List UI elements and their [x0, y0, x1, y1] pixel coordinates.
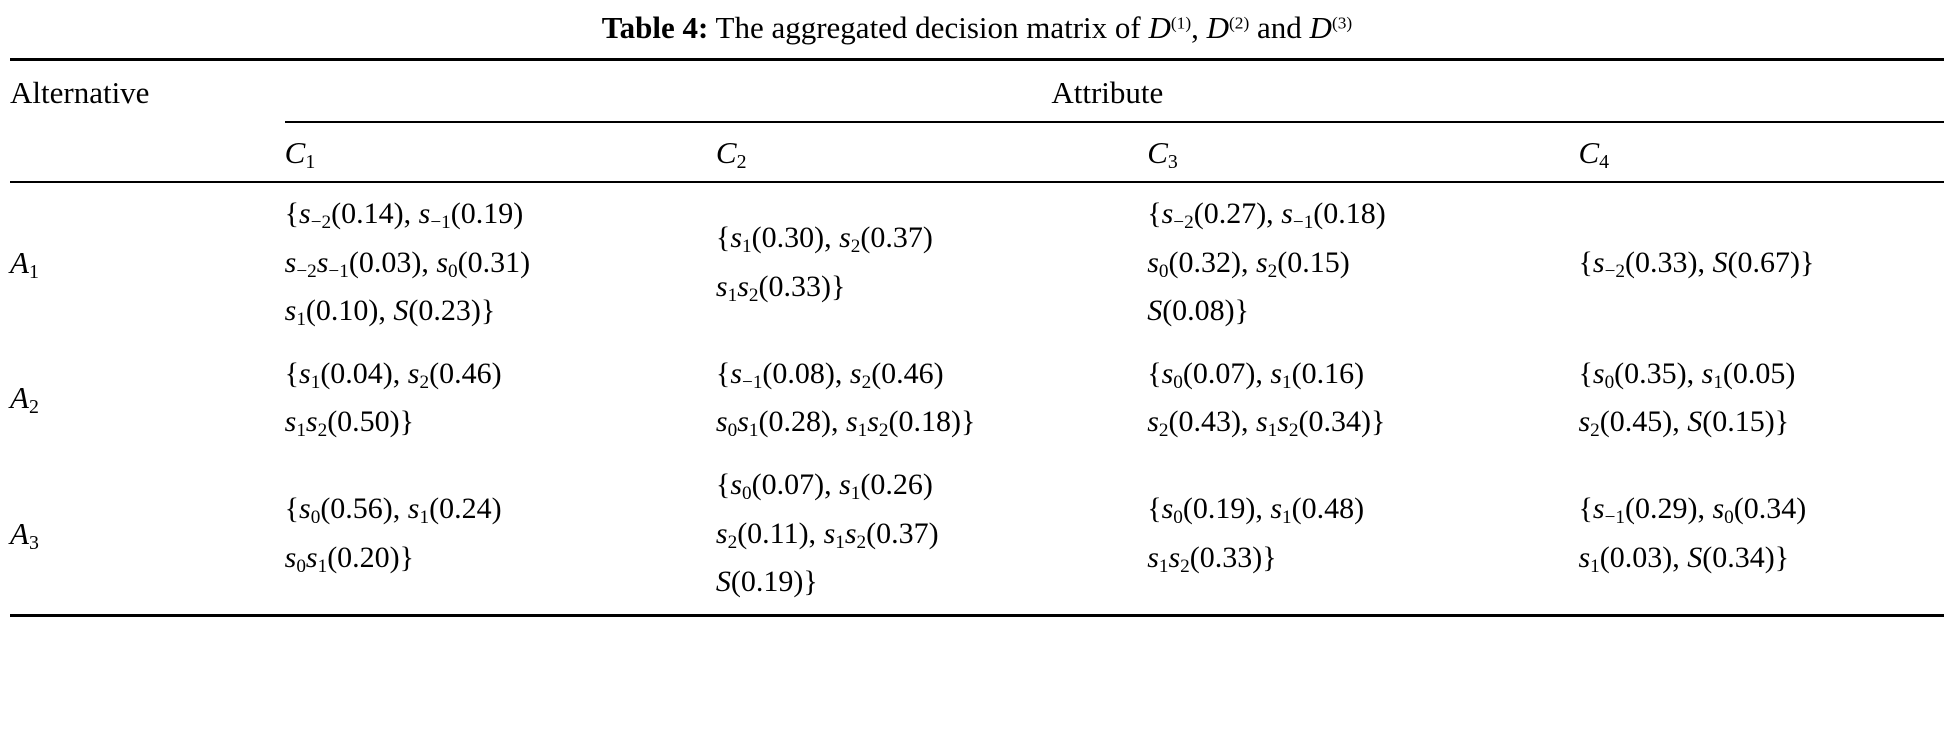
- matrix-cell-a1-c2: {s1(0.30), s2(0.37) s1s2(0.33)}: [715, 221, 933, 306]
- matrix-symbol-d3: D(3): [1309, 10, 1353, 45]
- column-header-c4: C4: [1578, 122, 1944, 183]
- caption-separator-1: ,: [1191, 10, 1207, 45]
- alternative-label-a2: A2: [10, 380, 39, 419]
- table-row-a1: A1 {s−2(0.14), s−1(0.19) s−2s−1(0.03), s0…: [10, 182, 1944, 343]
- aggregated-decision-matrix-table: Alternative Attribute C1 C2 C3 C4 A1 {s−…: [10, 58, 1944, 617]
- header-row-columns: C1 C2 C3 C4: [10, 122, 1944, 183]
- table-row-a3: A3 {s0(0.56), s1(0.24) s0s1(0.20)} {s0(0.…: [10, 453, 1944, 617]
- table-header: Alternative Attribute C1 C2 C3 C4: [10, 58, 1944, 183]
- paper-table-figure: Table 4: The aggregated decision matrix …: [10, 8, 1944, 617]
- matrix-cell-a2-c3: {s0(0.07), s1(0.16) s2(0.43), s1s2(0.34)}: [1147, 356, 1386, 442]
- matrix-cell-a1-c3: {s−2(0.27), s−1(0.18) s0(0.32), s2(0.15) S…: [1147, 197, 1386, 328]
- matrix-cell-a2-c4: {s0(0.35), s1(0.05) s2(0.45), S(0.15)}: [1578, 356, 1796, 442]
- table-caption-text: The aggregated decision matrix of: [708, 10, 1149, 45]
- column-header-c2: C2: [715, 122, 1148, 183]
- matrix-cell-a2-c1: {s1(0.04), s2(0.46) s1s2(0.50)}: [284, 356, 502, 442]
- matrix-cell-a3-c3: {s0(0.19), s1(0.48) s1s2(0.33)}: [1147, 453, 1579, 617]
- column-header-c1: C1: [284, 122, 716, 183]
- matrix-cell-a3-c1: {s0(0.56), s1(0.24) s0s1(0.20)}: [284, 453, 716, 617]
- alternative-label-a3: A3: [10, 453, 285, 617]
- matrix-cell-a3-c4: {s−1(0.29), s0(0.34) s1(0.03), S(0.34)}: [1578, 453, 1944, 617]
- caption-separator-2: and: [1249, 10, 1310, 45]
- table-caption: Table 4: The aggregated decision matrix …: [10, 8, 1944, 58]
- header-attribute: Attribute: [284, 58, 1944, 123]
- alternative-label-a1: A1: [10, 244, 39, 283]
- matrix-cell-a3-c2: {s0(0.07), s1(0.26) s2(0.11), s1s2(0.37) S…: [715, 453, 1148, 617]
- matrix-symbol-d1: D(1): [1148, 10, 1192, 45]
- table-row-a2: A2 {s1(0.04), s2(0.46) s1s2(0.50)} {s−1(0…: [10, 343, 1944, 454]
- header-alternative: Alternative: [10, 58, 285, 183]
- matrix-cell-a1-c4: {s−2(0.33), S(0.67)}: [1578, 245, 1815, 282]
- matrix-cell-a1-c1: {s−2(0.14), s−1(0.19) s−2s−1(0.03), s0(0.…: [284, 197, 531, 330]
- header-row-groups: Alternative Attribute: [10, 58, 1944, 183]
- table-body: A1 {s−2(0.14), s−1(0.19) s−2s−1(0.03), s0…: [10, 182, 1944, 617]
- column-header-c3: C3: [1147, 122, 1579, 183]
- table-caption-label: Table 4:: [601, 10, 709, 45]
- matrix-symbol-d2: D(2): [1206, 10, 1250, 45]
- matrix-cell-a2-c2: {s−1(0.08), s2(0.46) s0s1(0.28), s1s2(0.1…: [715, 356, 976, 442]
